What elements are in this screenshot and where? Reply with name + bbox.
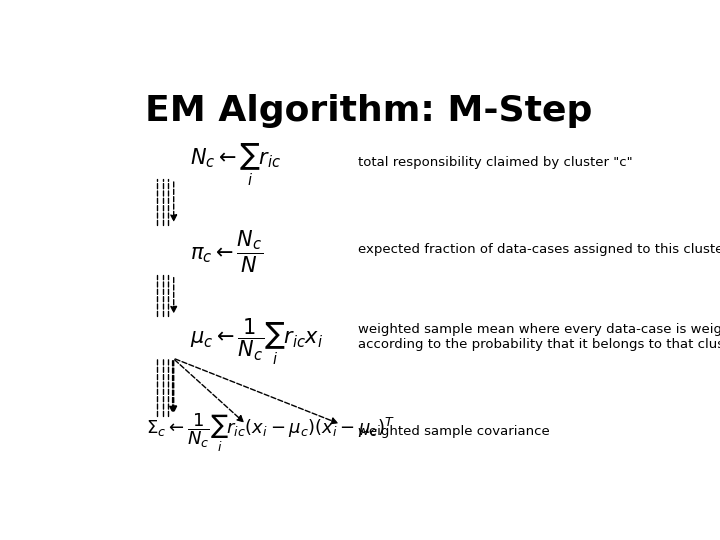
Text: total responsibility claimed by cluster "c": total responsibility claimed by cluster … xyxy=(358,156,632,169)
Text: weighted sample mean where every data-case is weighted
according to the probabil: weighted sample mean where every data-ca… xyxy=(358,323,720,351)
Text: $\pi_c \leftarrow \dfrac{N_c}{N}$: $\pi_c \leftarrow \dfrac{N_c}{N}$ xyxy=(190,229,264,275)
Text: $N_c \leftarrow \sum_i r_{ic}$: $N_c \leftarrow \sum_i r_{ic}$ xyxy=(190,141,282,187)
Text: expected fraction of data-cases assigned to this cluster: expected fraction of data-cases assigned… xyxy=(358,244,720,256)
Text: EM Algorithm: M-Step: EM Algorithm: M-Step xyxy=(145,94,593,128)
Text: $\Sigma_c \leftarrow \dfrac{1}{N_c} \sum_i r_{ic}(x_i - \mu_c)(x_i - \mu_c)^T$: $\Sigma_c \leftarrow \dfrac{1}{N_c} \sum… xyxy=(145,411,395,454)
Text: $\mu_c \leftarrow \dfrac{1}{N_c} \sum_i r_{ic} x_i$: $\mu_c \leftarrow \dfrac{1}{N_c} \sum_i … xyxy=(190,316,324,367)
Text: weighted sample covariance: weighted sample covariance xyxy=(358,425,549,438)
